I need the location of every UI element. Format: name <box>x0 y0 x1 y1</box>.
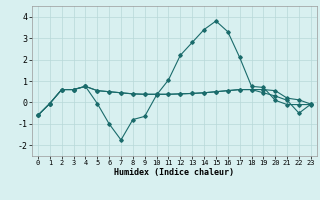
X-axis label: Humidex (Indice chaleur): Humidex (Indice chaleur) <box>115 168 234 177</box>
